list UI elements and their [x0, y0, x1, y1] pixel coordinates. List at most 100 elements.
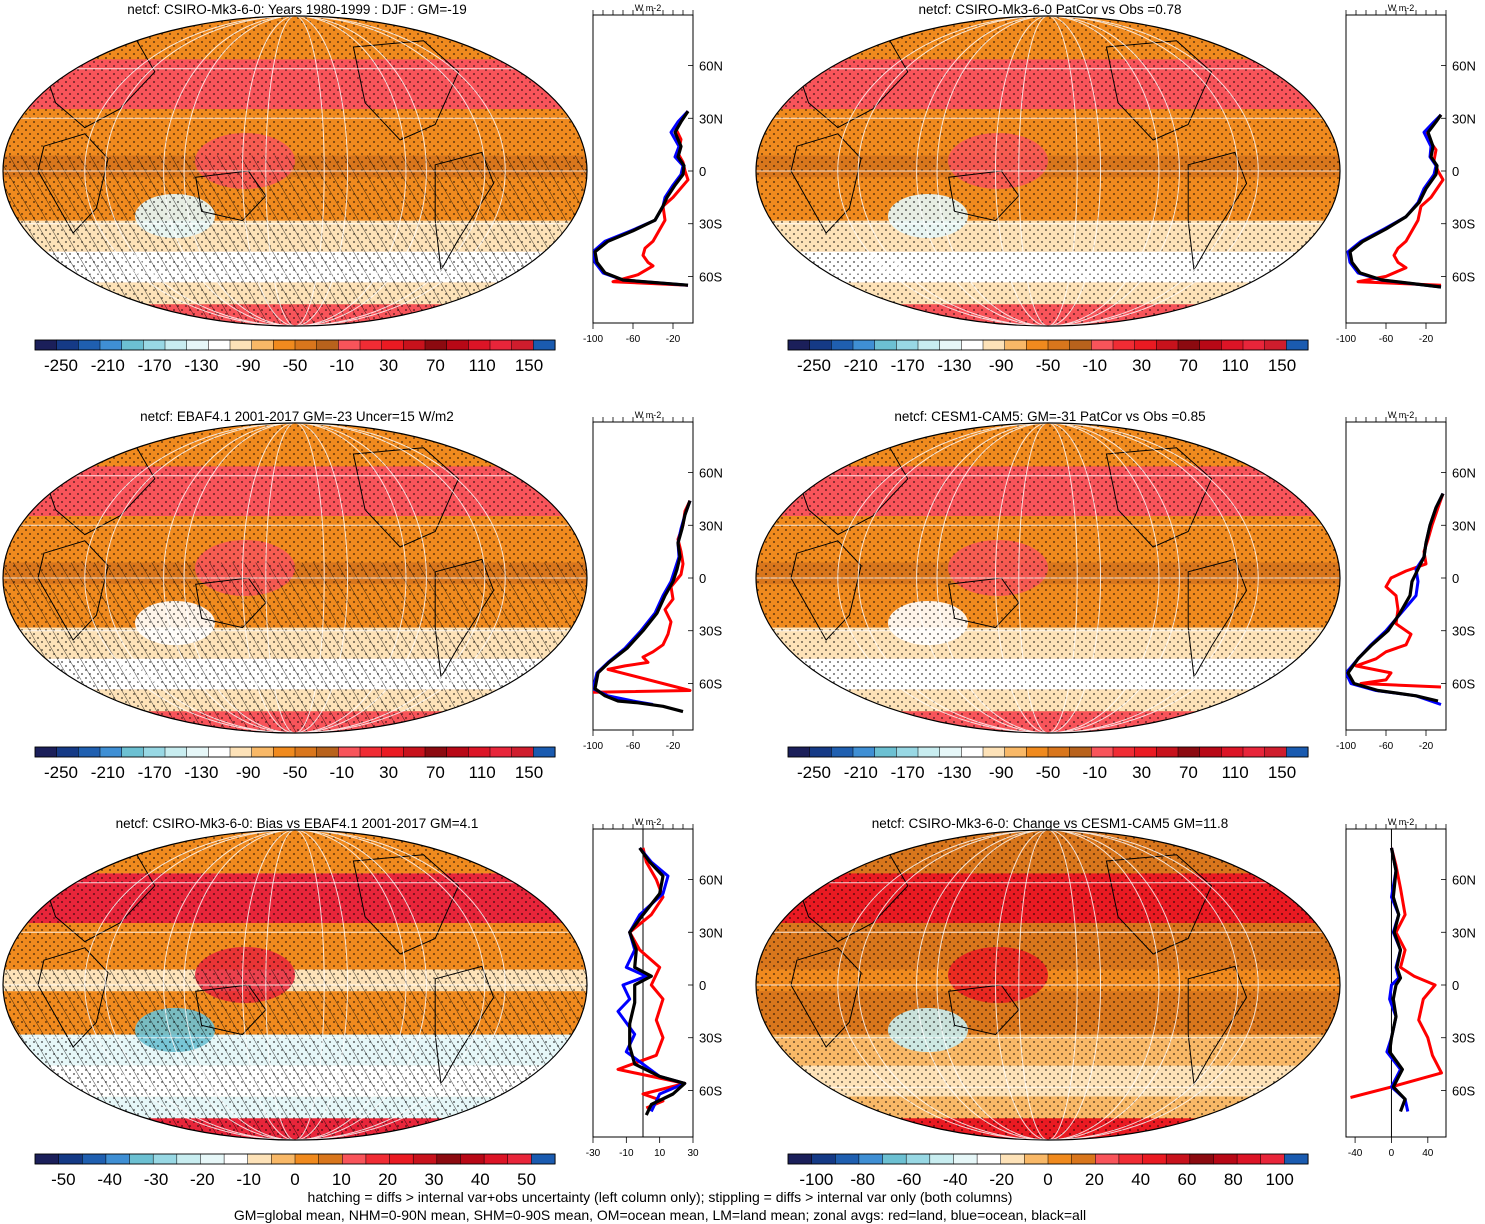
- colorbar-swatch-10: [229, 746, 253, 758]
- map-border: [2, 829, 588, 1141]
- colorbar-swatch-11: [271, 1153, 296, 1165]
- meridian-1: [837, 423, 1259, 733]
- meridian-4: [265, 423, 325, 733]
- colorbar-swatch-22: [1284, 1153, 1309, 1165]
- colorbar-swatch-5: [874, 339, 897, 351]
- colorbar-label-11: 150: [515, 356, 543, 375]
- meridian-4: [1018, 830, 1078, 1140]
- colorbar-swatch-6: [905, 1153, 931, 1165]
- zonal-lat-label-4: 30S: [699, 1031, 722, 1046]
- zonal-lat-label-2: 30N: [1452, 111, 1476, 126]
- colorbar-label-3: -170: [891, 356, 925, 375]
- colorbar-label-7: 10: [332, 1170, 351, 1189]
- zonal-series-land: [1356, 113, 1445, 287]
- zonal-x-label-1: -100: [583, 334, 603, 345]
- zonal-lat-label-3: 0: [699, 571, 706, 586]
- zonal-lat-label-4: 30S: [1452, 1031, 1475, 1046]
- colorbar-swatch-8: [939, 339, 962, 351]
- colorbar-swatch-3: [835, 1153, 860, 1165]
- colorbar-swatch-1: [34, 746, 58, 758]
- zonal-x-label-2: -60: [626, 334, 641, 345]
- colorbar-swatch-3: [82, 1153, 107, 1165]
- colorbar-swatch-17: [381, 746, 404, 758]
- colorbar-swatch-22: [531, 1153, 556, 1165]
- colorbar-swatch-4: [99, 339, 123, 351]
- map-5: [3, 830, 587, 1140]
- colorbar-swatch-21: [507, 1153, 532, 1165]
- colorbar-swatch-8: [186, 339, 209, 351]
- panel-title-5: netcf: CSIRO-Mk3-6-0: Bias vs EBAF4.1 20…: [116, 816, 479, 831]
- zonal-lat-label-3: 0: [1452, 978, 1459, 993]
- colorbar-swatch-19: [424, 746, 448, 758]
- meridian-2: [163, 16, 427, 326]
- colorbar-label-11: 150: [1268, 356, 1296, 375]
- colorbar-swatch-18: [436, 1153, 462, 1165]
- colorbar-label-11: 50: [517, 1170, 536, 1189]
- colorbar-frame: [34, 1153, 556, 1165]
- colorbar-swatch-2: [56, 746, 79, 758]
- colorbar-swatch-8: [200, 1153, 225, 1165]
- colorbar-swatch-2: [56, 339, 79, 351]
- zonal-x-label-1: -30: [586, 1148, 601, 1159]
- zonal-plot-6: W m-2 -40 0 40 60N 30N 0 30S 60S: [1345, 817, 1476, 1159]
- colorbar-swatch-20: [483, 1153, 509, 1165]
- colorbar-swatch-19: [460, 1153, 485, 1165]
- colorbar-swatch-3: [78, 339, 101, 351]
- colorbar-swatch-7: [917, 746, 941, 758]
- colorbar-swatch-13: [294, 339, 318, 351]
- colorbar-swatch-5: [882, 1153, 907, 1165]
- colorbar-swatch-13: [294, 746, 318, 758]
- meridian-3: [994, 830, 1102, 1140]
- colorbar-label-9: 70: [426, 763, 445, 782]
- colorbar-swatch-18: [403, 339, 426, 351]
- colorbar-label-6: 0: [1043, 1170, 1052, 1189]
- colorbar-label-4: -130: [184, 356, 218, 375]
- zonal-x-label-2: -60: [626, 741, 641, 752]
- colorbar-swatch-9: [961, 746, 984, 758]
- meridian-6: [857, 830, 1239, 1140]
- meridian-6: [857, 423, 1239, 733]
- colorbar-swatch-2: [809, 339, 832, 351]
- colorbar-swatch-2: [811, 1153, 836, 1165]
- colorbar-label-5: -20: [989, 1170, 1014, 1189]
- colorbar-swatch-9: [208, 339, 231, 351]
- zonal-lat-label-5: 60S: [699, 1083, 722, 1098]
- colorbar-swatch-21: [1221, 746, 1244, 758]
- colorbar-label-4: -20: [190, 1170, 215, 1189]
- panel-4: netcf: CESM1-CAM5: GM=-31 PatCor vs Obs …: [755, 409, 1476, 782]
- colorbar-swatch-22: [1242, 746, 1266, 758]
- colorbar-label-7: -10: [1083, 356, 1108, 375]
- colorbar-swatch-7: [164, 339, 188, 351]
- colorbar-label-7: -10: [330, 356, 355, 375]
- colorbar-swatch-17: [1134, 746, 1157, 758]
- colorbar-swatch-18: [1156, 339, 1179, 351]
- zonal-lat-label-5: 60S: [1452, 1083, 1475, 1098]
- colorbar-swatch-21: [468, 746, 491, 758]
- zonal-lat-label-1: 60N: [699, 466, 723, 481]
- colorbar-label-8: 30: [1132, 356, 1151, 375]
- panel-title-3: netcf: EBAF4.1 2001-2017 GM=-23 Uncer=15…: [140, 409, 454, 424]
- colorbar-swatch-12: [273, 746, 296, 758]
- colorbar-label-5: -10: [236, 1170, 261, 1189]
- colorbar-label-3: -30: [144, 1170, 169, 1189]
- zonal-unit-label: W m-2: [1388, 410, 1415, 420]
- colorbar-swatch-23: [511, 339, 534, 351]
- colorbar-label-1: -250: [797, 763, 831, 782]
- colorbar-swatch-10: [982, 339, 1006, 351]
- colorbar-label-6: -50: [283, 356, 308, 375]
- footnote-line-1: hatching = diffs > internal var+obs unce…: [307, 1189, 1013, 1205]
- colorbar-frame: [787, 746, 1309, 758]
- zonal-plot-1: W m-2 -100 -60 -20 60N 30N 0 30S 60S: [583, 3, 723, 345]
- meridian-3: [994, 16, 1102, 326]
- colorbar-swatch-9: [976, 1153, 1002, 1165]
- zonal-lat-label-3: 0: [699, 978, 706, 993]
- colorbar-label-3: -170: [138, 356, 172, 375]
- colorbar-label-10: 110: [1222, 356, 1249, 375]
- colorbar-swatch-12: [1047, 1153, 1073, 1165]
- colorbar-swatch-22: [489, 746, 513, 758]
- map-border: [2, 422, 588, 734]
- zonal-lat-label-4: 30S: [1452, 624, 1475, 639]
- zonal-lat-label-1: 60N: [1452, 59, 1476, 74]
- zonal-x-label-3: -20: [1419, 741, 1434, 752]
